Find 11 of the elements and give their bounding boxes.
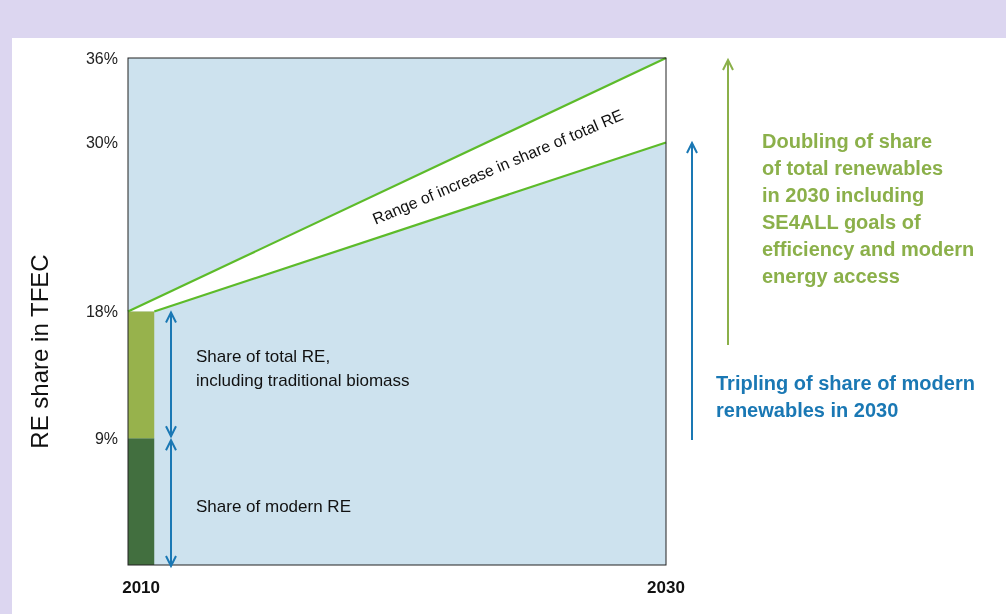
y-tick-label: 36% [85,49,118,67]
text: Doubling of share of total renewables in 2030 including SE4ALL goals of efficiency and modern energy access [762,130,975,287]
y-tick-label: 30% [85,134,118,152]
text: Tripling of share of modern renewables in 2030 [716,372,975,421]
annotation: Share of modern RE [196,497,351,516]
x-tick-label: 2030 [647,578,685,597]
y-tick-label: 18% [85,303,118,321]
x-tick-label: 2010 [122,578,161,597]
y-axis-title: RE share in TFEC [26,254,53,449]
y-tick-label: 9% [94,429,118,447]
annotation: Share of total RE, including traditional biomass [196,347,410,390]
